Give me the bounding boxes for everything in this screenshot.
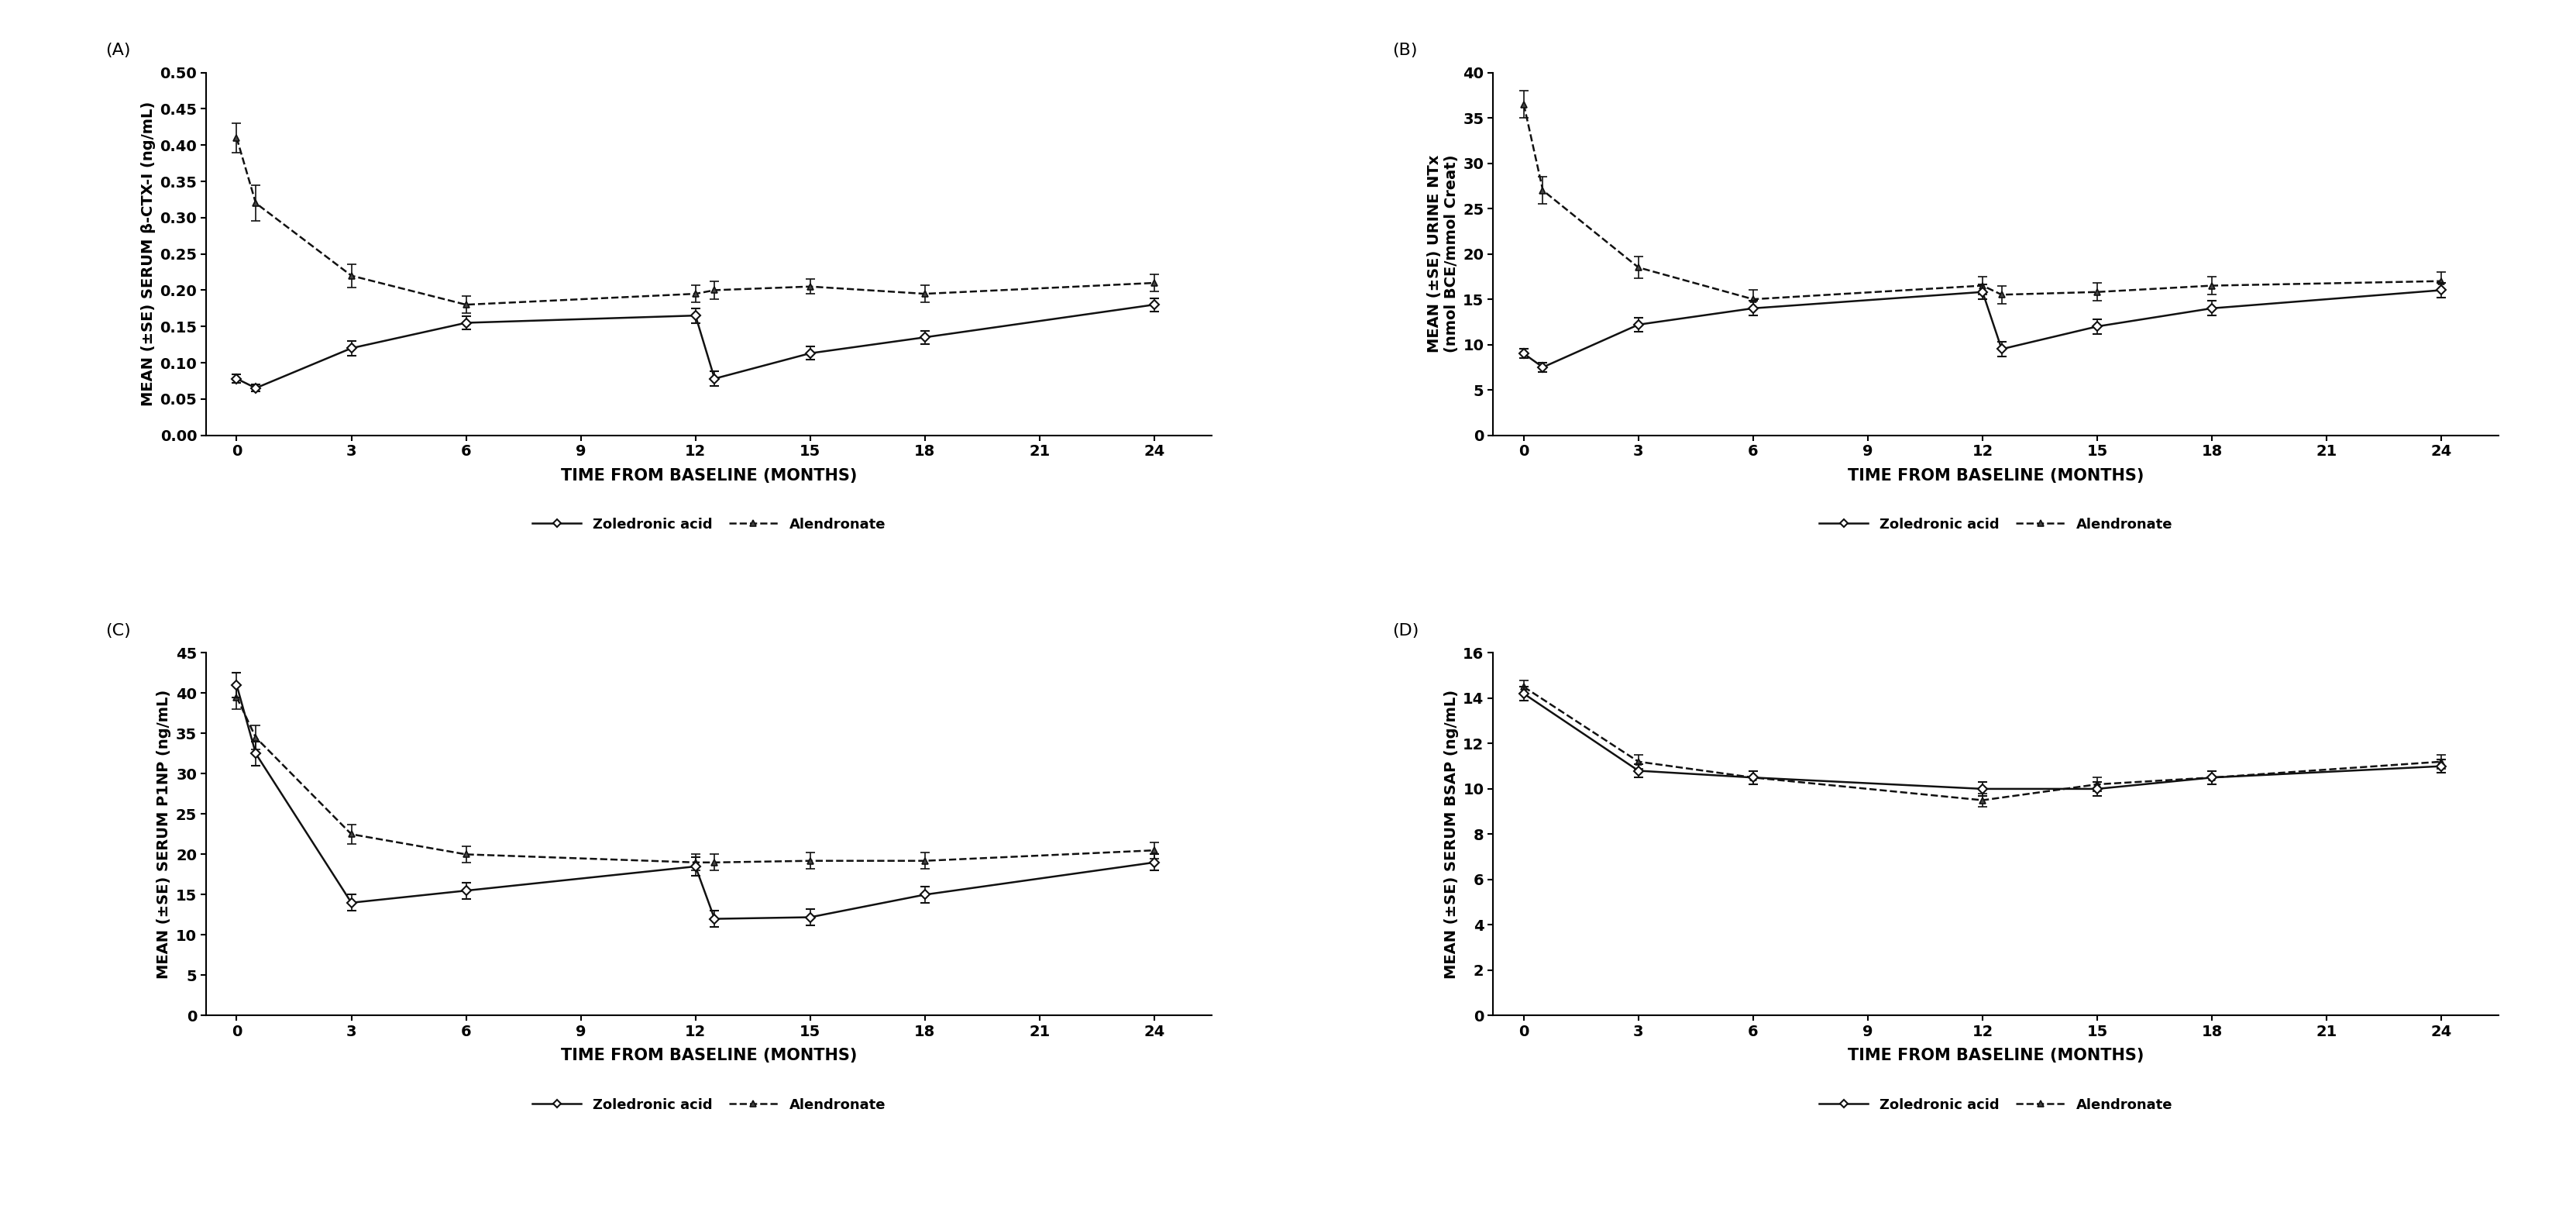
X-axis label: TIME FROM BASELINE (MONTHS): TIME FROM BASELINE (MONTHS) [562, 468, 858, 484]
Y-axis label: MEAN (±SE) URINE NTx
(nmol BCE/mmol Creat): MEAN (±SE) URINE NTx (nmol BCE/mmol Crea… [1427, 155, 1458, 353]
Legend: Zoledronic acid, Alendronate: Zoledronic acid, Alendronate [1814, 1092, 2179, 1117]
X-axis label: TIME FROM BASELINE (MONTHS): TIME FROM BASELINE (MONTHS) [562, 1048, 858, 1064]
Text: (D): (D) [1394, 623, 1419, 638]
X-axis label: TIME FROM BASELINE (MONTHS): TIME FROM BASELINE (MONTHS) [1847, 1048, 2143, 1064]
X-axis label: TIME FROM BASELINE (MONTHS): TIME FROM BASELINE (MONTHS) [1847, 468, 2143, 484]
Text: (A): (A) [106, 42, 131, 58]
Legend: Zoledronic acid, Alendronate: Zoledronic acid, Alendronate [526, 511, 891, 537]
Text: (B): (B) [1394, 42, 1417, 58]
Legend: Zoledronic acid, Alendronate: Zoledronic acid, Alendronate [1814, 511, 2179, 537]
Y-axis label: MEAN (±SE) SERUM P1NP (ng/mL): MEAN (±SE) SERUM P1NP (ng/mL) [157, 689, 173, 979]
Y-axis label: MEAN (±SE) SERUM BSAP (ng/mL): MEAN (±SE) SERUM BSAP (ng/mL) [1445, 689, 1458, 979]
Y-axis label: MEAN (±SE) SERUM β-CTX-I (ng/mL): MEAN (±SE) SERUM β-CTX-I (ng/mL) [142, 102, 155, 406]
Legend: Zoledronic acid, Alendronate: Zoledronic acid, Alendronate [526, 1092, 891, 1117]
Text: (C): (C) [106, 623, 131, 638]
